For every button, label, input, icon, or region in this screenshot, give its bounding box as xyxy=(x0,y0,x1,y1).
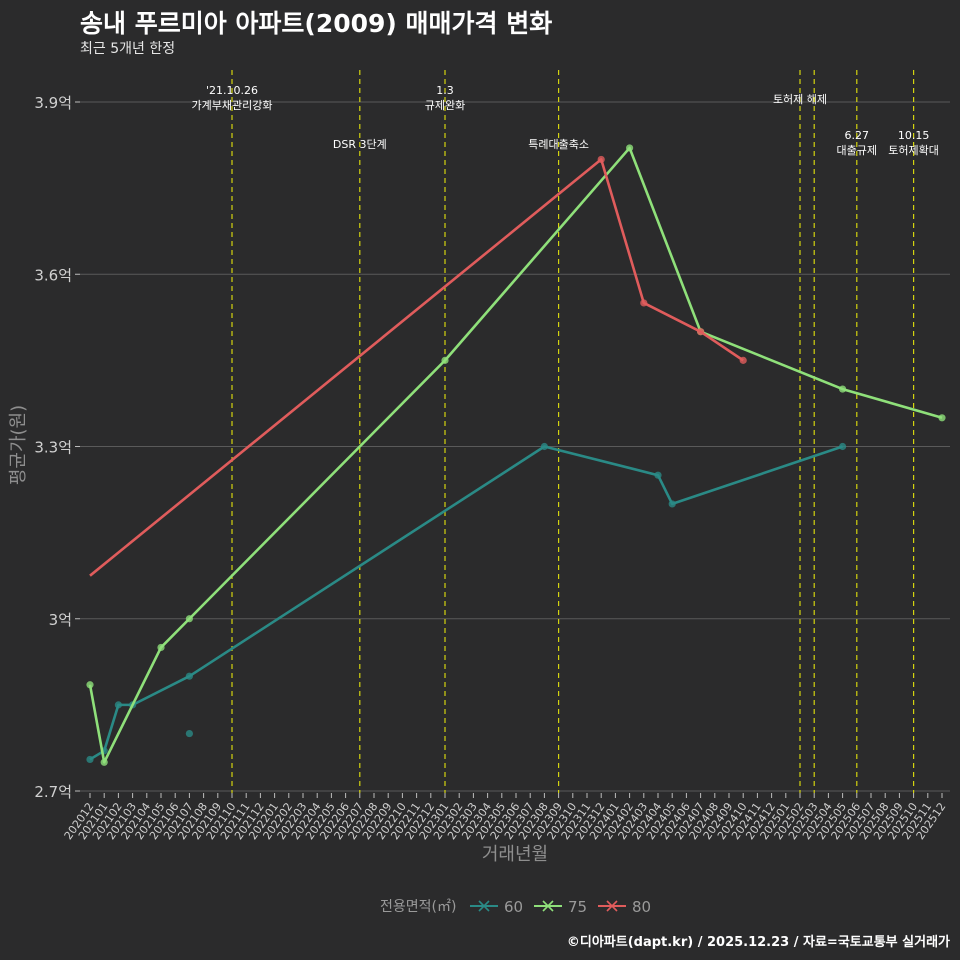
legend-label-80: 80 xyxy=(632,898,651,916)
y-tick-label: 3.9억 xyxy=(34,94,72,112)
data-point-75 xyxy=(839,385,847,393)
data-point-60 xyxy=(654,471,662,479)
y-tick-label: 2.7억 xyxy=(34,783,72,801)
source-caption: ©디아파트(dapt.kr) / 2025.12.23 / 자료=국토교통부 실… xyxy=(566,935,950,950)
data-point-60 xyxy=(86,755,94,764)
chart-title: 송내 푸르미아 아파트(2009) 매매가격 변화 xyxy=(80,9,553,38)
legend-mark-60 xyxy=(478,900,490,912)
series-line-60 xyxy=(89,445,844,761)
legend-label-60: 60 xyxy=(504,898,523,916)
event-label: DSR 3단계 xyxy=(333,138,387,151)
chart-subtitle: 최근 5개년 한정 xyxy=(80,41,176,57)
data-point-80 xyxy=(739,356,747,364)
legend: 전용면적(㎡) 60 75 80 xyxy=(380,898,651,916)
y-axis-label: 평균가(원) xyxy=(8,405,29,485)
data-point-60 xyxy=(185,672,193,680)
event-label: 가계부채관리강화 xyxy=(192,99,273,112)
data-point-80 xyxy=(697,328,705,336)
data-point-75 xyxy=(626,144,634,152)
data-point-60 xyxy=(668,500,676,508)
legend-label-75: 75 xyxy=(568,898,587,916)
data-point-60 xyxy=(540,442,549,451)
legend-mark-75 xyxy=(542,900,554,912)
x-axis-label: 거래년월 xyxy=(482,844,548,865)
data-point-75 xyxy=(441,356,449,364)
event-label: 6.27 xyxy=(845,129,870,142)
y-tick-label: 3억 xyxy=(49,611,72,629)
event-label: 특례대출축소 xyxy=(528,138,589,151)
axes-layer: 2.7억3억3.3억3.6억3.9억2020122021012021022021… xyxy=(34,94,948,842)
data-point-80 xyxy=(640,299,648,307)
event-label: 규제완화 xyxy=(425,99,465,112)
y-tick-label: 3.3억 xyxy=(34,439,72,457)
data-point-75 xyxy=(185,615,193,623)
data-point-80 xyxy=(597,155,605,164)
event-label: '21.10.26 xyxy=(206,84,258,97)
event-label: 10.15 xyxy=(898,129,930,142)
series-layer xyxy=(86,144,946,766)
data-point-60 xyxy=(839,442,847,451)
data-point-75 xyxy=(100,758,108,766)
event-label: 토허제확대 xyxy=(888,144,939,157)
series-line-80 xyxy=(89,158,744,577)
legend-title: 전용면적(㎡) xyxy=(380,899,456,915)
event-label: 1.3 xyxy=(436,84,454,97)
y-tick-label: 3.6억 xyxy=(34,266,72,284)
data-point-75 xyxy=(86,681,94,689)
data-point-75 xyxy=(938,414,946,422)
data-point-75 xyxy=(157,643,165,652)
event-label: 대출규제 xyxy=(837,144,877,157)
event-label: 토허제 해제 xyxy=(773,92,827,106)
data-point-60 xyxy=(185,729,193,738)
grid-layer xyxy=(80,101,950,792)
legend-mark-80 xyxy=(606,900,618,912)
data-point-60 xyxy=(114,701,122,709)
